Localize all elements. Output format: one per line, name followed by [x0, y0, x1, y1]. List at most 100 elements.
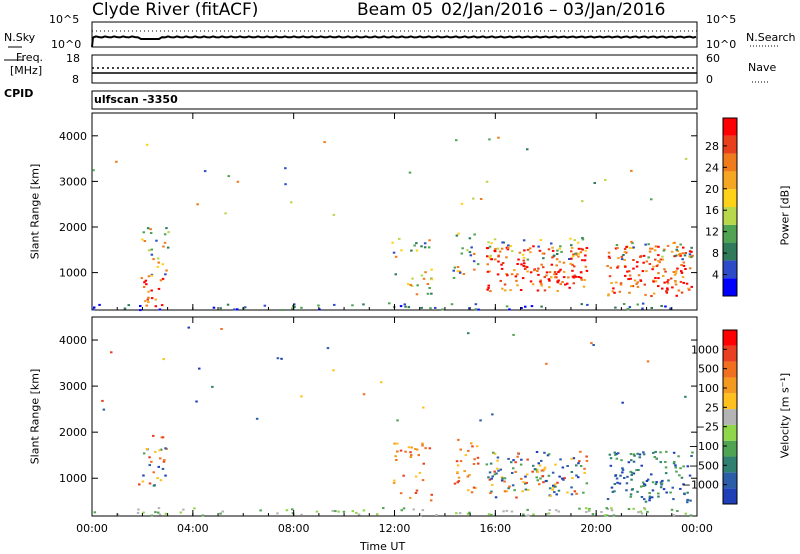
v-main-116 [549, 494, 552, 497]
v-base-33 [610, 509, 614, 512]
p-main-hot-114 [537, 273, 540, 276]
v-mid2-23 [459, 448, 462, 451]
p-sparse-6 [115, 160, 118, 163]
p-late-hot-19 [679, 254, 682, 257]
p-base-11 [293, 303, 296, 306]
p-late-hot-125 [639, 279, 642, 282]
p-late-top-1 [615, 244, 619, 246]
p-sparse-19 [650, 198, 653, 201]
p-mid1-15 [426, 283, 430, 285]
p-late-hot-21 [679, 252, 683, 255]
cbar-1-tick-label-5: −100 [689, 440, 719, 453]
v-main-24 [538, 483, 541, 486]
p-main-hot-105 [516, 263, 519, 265]
cbar-0-swatch-5 [723, 189, 737, 207]
v-main-7 [552, 486, 555, 489]
power-scatter [92, 136, 694, 312]
v-sparse-21 [211, 385, 214, 388]
p-early-hot-1 [142, 286, 146, 288]
p-main-hot-147 [506, 274, 509, 277]
v-main-60 [553, 491, 556, 494]
v-mid1-9 [416, 448, 419, 451]
freq-tick-bottom: 8 [72, 73, 79, 86]
p-late-hot-24 [680, 264, 683, 266]
p-main-top-5 [568, 258, 571, 260]
p-main-hot-7 [545, 271, 549, 274]
p-main-hot-87 [529, 280, 533, 283]
v-mid1-27 [414, 492, 418, 494]
v-late-78 [686, 465, 689, 468]
cbar-1-tick-label-2: 100 [698, 382, 719, 395]
p-main-hot-17 [505, 273, 508, 275]
p-late-hot-108 [642, 261, 645, 264]
p-early-hot-9 [144, 279, 148, 282]
p-late-hot-50 [658, 261, 661, 264]
v-base-21 [157, 507, 161, 510]
p-mid1-19 [392, 251, 396, 254]
v-main-51 [555, 493, 558, 496]
v-base-30 [627, 508, 631, 510]
p-late-hot-88 [691, 254, 694, 257]
v-late-46 [650, 473, 653, 476]
v-early-20 [152, 484, 156, 487]
v-main-34 [490, 490, 493, 493]
v-late-111 [674, 466, 677, 469]
p-base-37 [236, 308, 239, 311]
p-main-hot-137 [547, 248, 551, 251]
v-late-116 [662, 488, 666, 491]
p-early-mix-17 [143, 240, 147, 242]
v-late-43 [677, 455, 680, 458]
v-main-86 [577, 476, 580, 479]
v-late-37 [619, 474, 622, 477]
v-main-93 [575, 464, 578, 467]
v-main-90 [501, 477, 504, 480]
cbar-1-swatch-7 [723, 377, 737, 394]
v-main-15 [524, 475, 527, 478]
p-late-hot-68 [652, 280, 655, 283]
v-main-40 [515, 496, 518, 499]
nave-tick-bottom: 0 [706, 73, 713, 86]
p-main-hot-53 [489, 290, 492, 293]
cbar-0-swatch-1 [723, 260, 737, 279]
p-main-top-18 [560, 250, 563, 253]
v-late-20 [665, 491, 668, 494]
v-base-28 [605, 507, 608, 510]
date-range: 02/Jan/2016 – 03/Jan/2016 [441, 0, 666, 20]
p-mid2-15 [476, 263, 480, 266]
v-late-49 [613, 451, 616, 454]
v-late-47 [682, 483, 685, 486]
v-late-85 [664, 461, 667, 463]
p-main-hot-104 [555, 258, 559, 261]
p-late-hot-59 [680, 271, 684, 274]
v-base-63 [259, 509, 262, 512]
v-late-100 [640, 485, 643, 488]
p-late-hot-130 [642, 254, 646, 257]
v-mid1-5 [410, 446, 413, 449]
p-main-hot-42 [536, 270, 539, 272]
v-mid2-24 [470, 491, 474, 494]
p-late-hot-102 [623, 259, 626, 261]
v-main-87 [494, 496, 498, 499]
p-late-hot-26 [663, 268, 666, 271]
v-base-59 [376, 513, 379, 516]
v-late-12 [613, 483, 617, 485]
v-late-31 [625, 482, 629, 485]
nave-tick-top: 60 [706, 52, 720, 65]
cbar-1-swatch-8 [723, 361, 737, 378]
v-mid2-7 [472, 486, 476, 489]
p-main-hot-0 [572, 282, 575, 285]
p-early-mix-9 [147, 249, 151, 252]
p-base-55 [280, 309, 284, 311]
v-late-30 [621, 471, 624, 474]
p-sparse-16 [236, 180, 240, 183]
cbar-0-tick-label-6: 28 [705, 140, 719, 153]
p-mid2-9 [456, 266, 460, 268]
p-late-hot-1 [682, 281, 685, 284]
p-mid1-8 [415, 249, 419, 252]
v-main-96 [551, 488, 554, 491]
v-late-24 [679, 467, 682, 470]
v-main-75 [557, 489, 561, 492]
v-mid1-21 [394, 455, 397, 458]
cbar-1-swatch-10 [723, 330, 737, 346]
v-late-104 [652, 451, 655, 454]
